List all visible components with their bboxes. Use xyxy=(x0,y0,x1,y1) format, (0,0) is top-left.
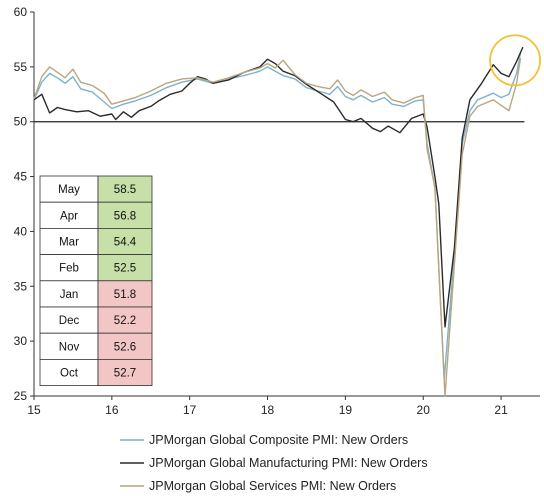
table-value-cell xyxy=(97,332,153,360)
series-line-services xyxy=(33,57,522,397)
table-value-cell xyxy=(97,254,153,282)
highlight-circle xyxy=(489,34,541,87)
table-month-label: Oct xyxy=(60,368,79,380)
table-value-label: 52.7 xyxy=(114,368,136,380)
y-tick-label: 35 xyxy=(14,279,28,293)
x-tick-label: 21 xyxy=(494,403,508,417)
highlight-layer xyxy=(489,34,541,87)
table-value-label: 52.5 xyxy=(114,263,136,275)
axes: 25 30 35 40 45 50 55 60 15 16 17 18 19 20 21 xyxy=(14,5,540,417)
legend: JPMorgan Global Composite PMI: New Order… xyxy=(120,433,428,493)
legend-label-composite: JPMorgan Global Composite PMI: New Order… xyxy=(149,433,408,447)
legend-label-manufacturing: JPMorgan Global Manufacturing PMI: New O… xyxy=(149,456,428,470)
y-tick-label: 60 xyxy=(14,5,28,19)
table-value-label: 54.4 xyxy=(114,237,137,249)
series-layer xyxy=(33,46,524,397)
x-tick-label: 18 xyxy=(261,403,275,417)
table-label-cell xyxy=(39,358,99,386)
table-value-label: 56.8 xyxy=(114,210,136,222)
x-tick-label: 16 xyxy=(105,403,119,417)
table-value-cell xyxy=(97,175,153,203)
table-month-label: Dec xyxy=(59,315,80,327)
y-tick-label: 30 xyxy=(14,334,28,348)
table-month-label: Mar xyxy=(59,237,79,249)
table-value-cell xyxy=(97,306,153,334)
y-tick-label: 45 xyxy=(14,170,28,184)
y-tick-label: 55 xyxy=(14,60,28,74)
table-value-label: 52.6 xyxy=(114,341,136,353)
table-month-label: Nov xyxy=(59,341,80,353)
x-tick-label: 20 xyxy=(417,403,431,417)
table-month-label: May xyxy=(58,184,80,196)
legend-label-services: JPMorgan Global Services PMI: New Orders xyxy=(149,479,396,493)
table-value-label: 58.5 xyxy=(114,184,136,196)
table-value-cell xyxy=(97,201,153,229)
table-value-cell xyxy=(97,227,153,255)
table-month-label: Feb xyxy=(59,263,79,275)
x-tick-label: 15 xyxy=(27,403,41,417)
table-value-label: 51.8 xyxy=(114,289,136,301)
table-label-cell xyxy=(39,227,99,255)
x-tick-label: 17 xyxy=(183,403,197,417)
series-line-manufacturing xyxy=(33,46,524,328)
values-table: May 58.5 Apr 56.8 Mar 54.4 Feb 52.5 Jan 51.8 Dec 52… xyxy=(39,175,153,386)
table-month-label: Apr xyxy=(60,210,78,222)
table-label-cell xyxy=(39,254,99,282)
table-value-cell xyxy=(97,280,153,308)
table-value-cell xyxy=(97,358,153,386)
y-tick-label: 40 xyxy=(14,224,28,238)
y-tick-label: 50 xyxy=(14,115,28,129)
y-tick-label: 25 xyxy=(14,389,28,403)
x-tick-label: 19 xyxy=(339,403,353,417)
table-month-label: Jan xyxy=(60,289,79,301)
table-value-label: 52.2 xyxy=(114,315,136,327)
